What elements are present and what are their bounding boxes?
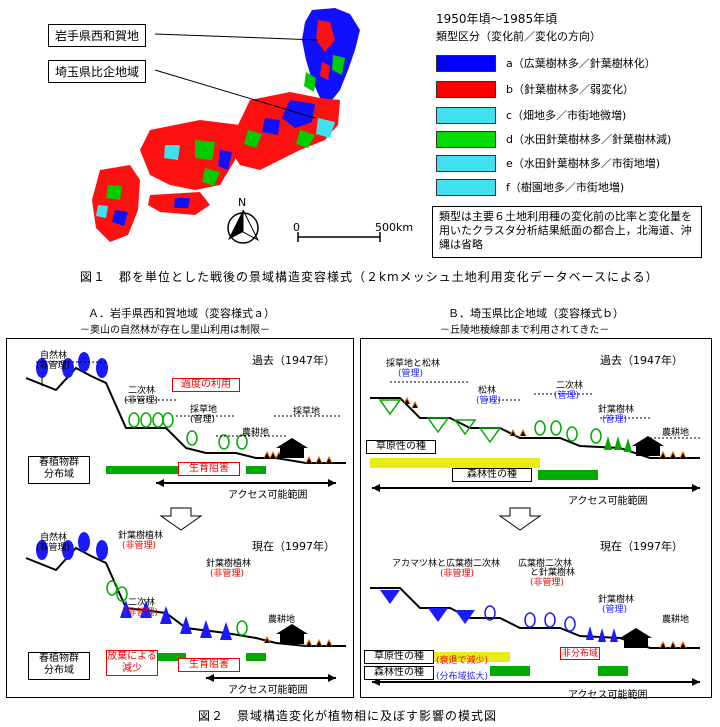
- b-present-conifer: 針葉樹林: [598, 595, 635, 605]
- scale-zero: 0: [293, 221, 300, 234]
- a-present-growth: 生育阻害: [178, 658, 240, 672]
- a-present-spring-box: 春植物群 分布域: [28, 652, 90, 680]
- b-broadleaf-status: (非管理): [530, 578, 565, 588]
- b-red-pine-status: (非管理): [440, 569, 475, 579]
- legend-item: f（樹園地多／市街地増): [436, 178, 624, 196]
- legend-item: d（水田針葉樹林多／針葉樹林減): [436, 130, 671, 148]
- a-spring-plants: 春植物群: [39, 457, 79, 468]
- legend-swatch: [436, 54, 496, 72]
- a-present-spring-plants: 春植物群: [39, 653, 79, 664]
- a-conifer1: 針葉樹植林: [118, 531, 164, 541]
- b-broadleaf2: と針葉樹林: [530, 568, 576, 578]
- legend-item: b（針葉樹林多／弱変化）: [436, 80, 634, 98]
- a-overuse: 過度の利用: [172, 378, 240, 392]
- a-past-natural-forest: 自然林: [40, 351, 68, 361]
- a-past-farmland: 農耕地: [242, 428, 270, 438]
- a-present-distribution: 分布域: [44, 665, 74, 676]
- panelA-diagram: [25, 352, 346, 682]
- b-past-grassland: 草原性の種: [366, 440, 436, 454]
- a-present-natural-status: (非管理): [36, 543, 71, 553]
- a-present-secondary: 二次林: [128, 598, 156, 608]
- legend-item: a（広葉樹林多／針葉樹林化）: [436, 54, 656, 72]
- north-arrow-icon: [227, 209, 260, 244]
- a-present-natural-forest: 自然林: [40, 533, 68, 543]
- figure2-caption: 図２ 景域構造変化が植物相に及ぼす影響の模式図: [198, 709, 498, 723]
- panelB-diagram: [370, 381, 700, 686]
- b-pine: 松林: [478, 386, 497, 396]
- a-present-farmland: 農耕地: [268, 615, 296, 625]
- b-forest-note: (分布域拡大): [436, 672, 489, 682]
- a-past-era: 過去（1947年）: [252, 354, 335, 367]
- legend-swatch: [436, 80, 496, 98]
- a-grass1-status: (管理): [190, 415, 216, 425]
- b-past-farmland: 農耕地: [662, 428, 690, 438]
- a-decline-box: 放棄による 減少: [106, 650, 158, 676]
- b-present-era: 現在（1997年）: [600, 540, 683, 553]
- house-icon: [276, 438, 308, 458]
- a-past-natural-status: (非管理): [36, 361, 71, 371]
- b-past-era: 過去（1947年）: [600, 354, 683, 367]
- a-present-era: 現在（1997年）: [252, 540, 335, 553]
- b-present-grassland: 草原性の種: [364, 650, 434, 664]
- b-red-pine: アカマツ林と広葉樹二次林: [392, 559, 501, 569]
- b-grass-pine-status: (管理): [398, 369, 424, 379]
- a-present-secondary-status: (非管理): [124, 608, 159, 618]
- legend-label: a（広葉樹林多／針葉樹林化）: [506, 57, 656, 70]
- a-past-access: アクセス可能範囲: [228, 490, 308, 501]
- b-broadleaf: 広葉樹二次林: [518, 559, 573, 569]
- a-growth-inhibition: 生育阻害: [178, 462, 240, 476]
- legend-item: c（畑地多／市街地微増): [436, 106, 626, 124]
- legend-label: f（樹園地多／市街地増): [506, 181, 625, 194]
- callout-iwate: 岩手県西和賀地: [48, 24, 147, 47]
- b-unknown-dist: 非分布域: [560, 647, 600, 660]
- a-conifer1-status: (非管理): [122, 541, 157, 551]
- figure1-map: [92, 8, 381, 244]
- a-grass1: 採草地: [190, 405, 218, 415]
- legend-item: e（水田針葉樹林多／市街地増): [436, 154, 660, 172]
- b-present-access: アクセス可能範囲: [568, 690, 648, 701]
- a-spring-box: 春植物群 分布域: [28, 456, 90, 484]
- b-present-forest: 森林性の種: [364, 666, 434, 680]
- b-present-farmland: 農耕地: [662, 615, 690, 625]
- legend-label: c（畑地多／市街地微増): [506, 109, 627, 122]
- north-label: N: [238, 196, 247, 209]
- b-past-forest: 森林性の種: [452, 468, 532, 482]
- legend-title: 1950年頃～1985年頃: [436, 12, 558, 26]
- b-conifer-status: (管理): [602, 415, 628, 425]
- scale-end: 500km: [375, 221, 414, 234]
- legend-label: d（水田針葉樹林多／針葉樹林減): [506, 133, 672, 146]
- legend-swatch: [436, 154, 496, 172]
- b-grass-pine: 採草地と松林: [386, 359, 441, 369]
- japan-map: [92, 8, 360, 242]
- b-present-conifer-status: (管理): [602, 605, 628, 615]
- a-present-access: アクセス可能範囲: [228, 685, 308, 696]
- figure1-caption: 図１ 郡を単位とした戦後の景域構造変容様式（２kmメッシュ土地利用変化データベー…: [80, 270, 659, 284]
- a-decline2: 減少: [122, 663, 142, 674]
- a-past-secondary: 二次林: [128, 386, 156, 396]
- b-conifer: 針葉樹林: [598, 405, 635, 415]
- panelA-title: Ａ．岩手県西和賀地域（変容様式ａ）: [88, 307, 275, 320]
- callout-saitama: 埼玉県比企地域: [48, 60, 147, 83]
- b-secondary-status: (管理): [554, 391, 580, 401]
- a-past-secondary-status: (非管理): [124, 396, 159, 406]
- panelB-title: Ｂ．埼玉県比企地域（変容様式ｂ）: [448, 307, 624, 320]
- legend-label: b（針葉樹林多／弱変化）: [506, 83, 634, 96]
- a-grass2: 採草地: [293, 407, 321, 417]
- legend-subtitle: 類型区分（変化前／変化の方向）: [436, 30, 601, 43]
- legend-swatch: [436, 178, 496, 196]
- b-pine-status: (管理): [476, 396, 502, 406]
- a-conifer2-status: (非管理): [210, 569, 245, 579]
- b-grassland-note: (衰退で減少): [436, 656, 489, 666]
- b-past-access: アクセス可能範囲: [568, 496, 648, 507]
- legend-swatch: [436, 130, 496, 148]
- panelB-subtitle: －丘陵地稜線部まで利用されてきた－: [440, 325, 610, 336]
- legend-label: e（水田針葉樹林多／市街地増): [506, 157, 661, 170]
- a-conifer2: 針葉樹植林: [206, 559, 252, 569]
- b-secondary: 二次林: [556, 381, 584, 391]
- legend-swatch: [436, 106, 496, 124]
- a-distribution: 分布域: [44, 469, 74, 480]
- legend-note: 類型は主要６土地利用種の変化前の比率と変化量を用いたクラスタ分析結果紙面の都合上…: [432, 206, 702, 258]
- a-decline: 放棄による: [107, 651, 157, 662]
- panelA-subtitle: －奥山の自然林が存在し里山利用は制限－: [80, 325, 270, 336]
